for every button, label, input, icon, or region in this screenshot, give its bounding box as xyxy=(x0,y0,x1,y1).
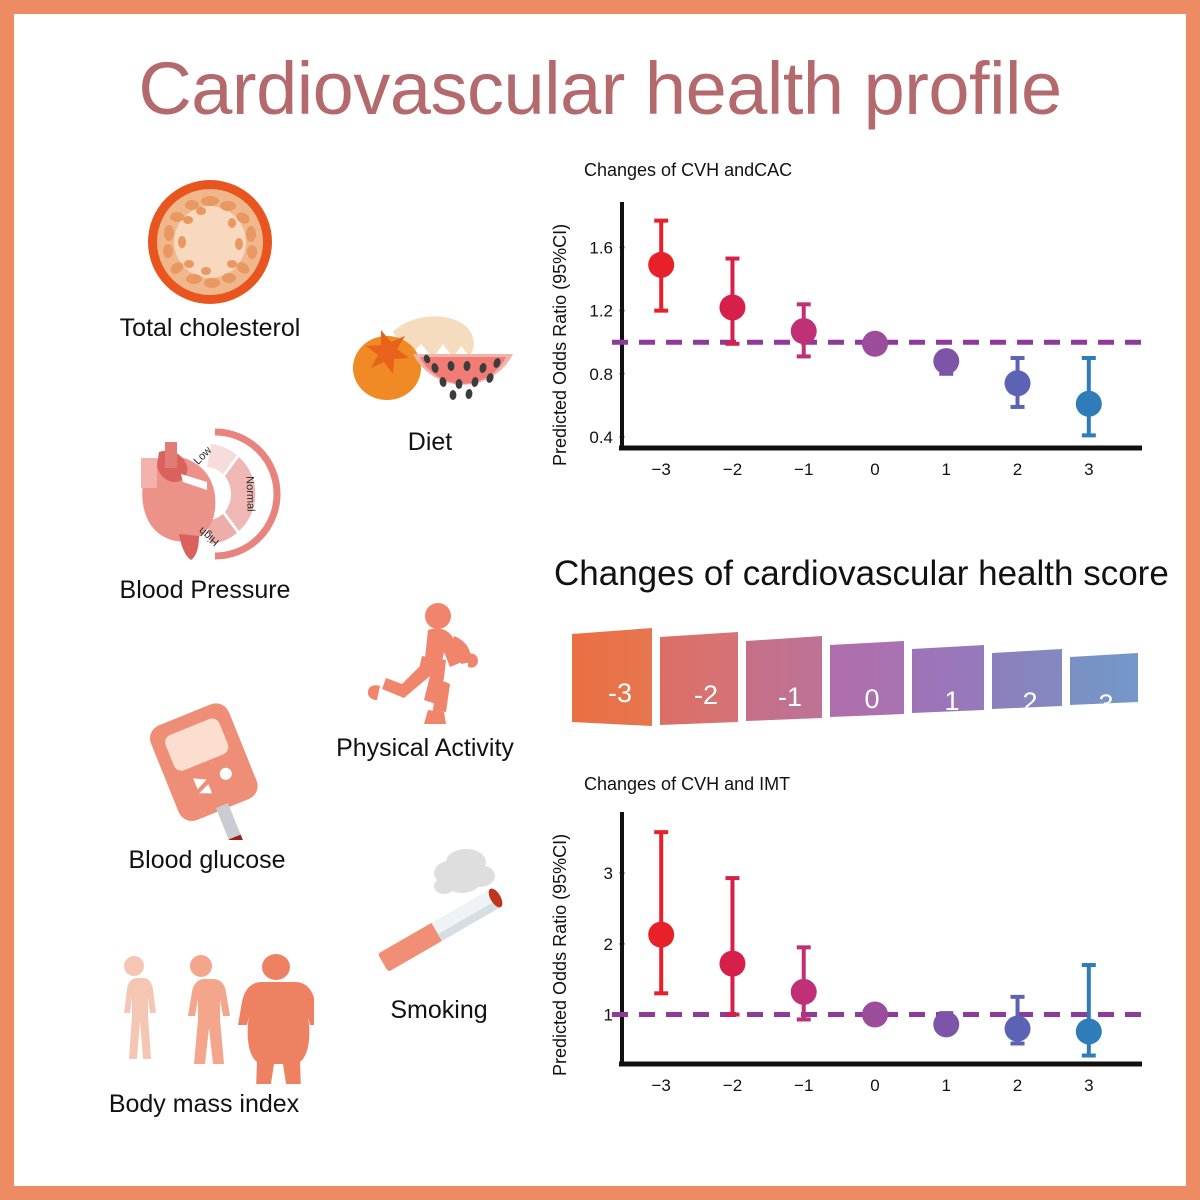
data-point xyxy=(719,294,746,321)
factor-diet: Diet xyxy=(310,296,550,457)
data-point xyxy=(719,950,746,977)
factor-label: Blood glucose xyxy=(128,846,286,874)
data-point xyxy=(648,251,675,278)
x-tick-label: 3 xyxy=(1084,460,1093,479)
chart1-y-axis-title: Predicted Odds Ratio (95%CI) xyxy=(550,223,570,466)
x-tick-label: 1 xyxy=(942,460,951,479)
data-point xyxy=(790,318,817,345)
artery-plaque-icon xyxy=(144,176,276,308)
data-point xyxy=(1004,1015,1031,1042)
data-point xyxy=(933,348,960,375)
data-point xyxy=(1075,1018,1102,1045)
factor-blood-glucose: Blood glucose xyxy=(62,700,352,875)
chart-cvh-imt: 1 2 3 −3 −2 −1 0 1 2 3 xyxy=(604,812,1150,1095)
x-tick-label: 2 xyxy=(1013,1076,1022,1095)
x-tick-label: −2 xyxy=(723,460,742,479)
chart-title-cvh-imt: Changes of CVH and IMT xyxy=(584,774,791,794)
factor-body-mass-index: Body mass index xyxy=(54,952,354,1119)
glucose-meter-icon xyxy=(132,700,282,840)
factor-smoking: Smoking xyxy=(314,840,564,1025)
y-tick-label: 1 xyxy=(604,1006,613,1025)
y-tick-label: 0.8 xyxy=(589,365,613,384)
chart-title-cvh-cac: Changes of CVH andCAC xyxy=(584,160,793,180)
factor-label: Body mass index xyxy=(108,1090,300,1118)
y-tick-label: 1.6 xyxy=(589,238,613,257)
y-tick-label: 2 xyxy=(604,935,613,954)
x-tick-label: 1 xyxy=(942,1076,951,1095)
chart2-y-axis-title: Predicted Odds Ratio (95%CI) xyxy=(550,833,570,1076)
data-point xyxy=(862,1001,888,1028)
factor-label: Total cholesterol xyxy=(119,314,301,342)
heart-gauge-icon: Low Normal High xyxy=(119,422,291,570)
y-tick-label: 3 xyxy=(604,864,613,883)
factor-physical-activity: Physical Activity xyxy=(300,600,550,763)
factor-label: Diet xyxy=(407,428,453,456)
x-tick-label: −2 xyxy=(723,1076,742,1095)
y-tick-label: 0.4 xyxy=(589,428,613,447)
score-band xyxy=(572,628,1138,726)
data-point xyxy=(933,1011,960,1038)
cigarette-icon xyxy=(354,840,524,990)
data-point xyxy=(1075,390,1102,417)
data-point xyxy=(862,330,888,357)
data-point xyxy=(1004,370,1031,397)
body-silhouettes-icon xyxy=(94,952,314,1084)
x-tick-label: 3 xyxy=(1084,1076,1093,1095)
x-tick-label: −3 xyxy=(652,460,671,479)
gauge-label-normal: Normal xyxy=(243,476,256,512)
y-tick-label: 1.2 xyxy=(589,302,613,321)
x-tick-label: 0 xyxy=(870,460,879,479)
x-tick-label: −1 xyxy=(794,460,813,479)
page-title: Cardiovascular health profile xyxy=(138,47,1062,130)
x-tick-label: 2 xyxy=(1013,460,1022,479)
data-point xyxy=(790,978,817,1005)
x-tick-label: −3 xyxy=(652,1076,671,1095)
factor-total-cholesterol: Total cholesterol xyxy=(70,176,350,343)
band-title: Changes of cardiovascular health score xyxy=(554,554,1169,593)
factor-label: Blood Pressure xyxy=(119,576,291,604)
poster-frame: Cardiovascular health profile xyxy=(14,14,1186,1186)
runner-icon xyxy=(350,600,500,728)
factor-label: Smoking xyxy=(390,996,488,1024)
x-tick-label: −1 xyxy=(794,1076,813,1095)
factor-blood-pressure: Low Normal High Blood Pressure xyxy=(60,422,350,605)
x-tick-label: 0 xyxy=(870,1076,879,1095)
fruit-icon xyxy=(335,296,525,422)
data-point xyxy=(648,921,675,948)
factor-label: Physical Activity xyxy=(336,734,514,762)
chart-cvh-cac: 0.4 0.8 1.2 1.6 −3 −2 −1 0 1 2 3 xyxy=(589,202,1150,479)
